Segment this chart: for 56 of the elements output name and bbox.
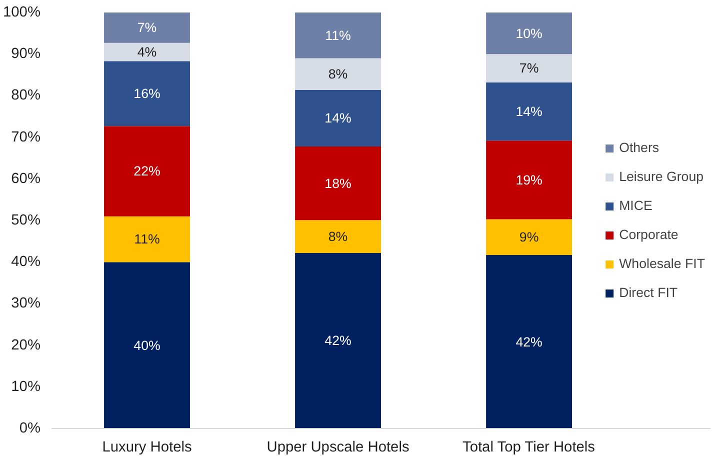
bar bbox=[486, 219, 572, 256]
data-label: 11% bbox=[134, 232, 160, 247]
data-label: 11% bbox=[325, 28, 352, 43]
bar bbox=[295, 58, 381, 90]
bar bbox=[486, 82, 572, 141]
bar bbox=[295, 252, 381, 428]
bar bbox=[486, 54, 572, 82]
data-label: 42% bbox=[516, 334, 543, 350]
x-tick-label: Luxury Hotels bbox=[102, 440, 192, 456]
y-tick-label: 90% bbox=[11, 46, 41, 62]
data-label: 10% bbox=[516, 26, 543, 41]
data-label: 9% bbox=[519, 230, 539, 245]
data-label: 16% bbox=[134, 86, 160, 102]
y-tick-label: 0% bbox=[19, 420, 41, 436]
bar bbox=[486, 12, 572, 54]
bar bbox=[486, 255, 572, 428]
bar bbox=[295, 220, 381, 253]
data-label: 4% bbox=[137, 44, 157, 60]
data-label: 42% bbox=[324, 333, 352, 348]
legend-label: Corporate bbox=[619, 227, 678, 242]
bar bbox=[104, 126, 190, 216]
data-label: 22% bbox=[134, 164, 160, 179]
legend-label: Wholesale FIT bbox=[619, 256, 705, 271]
bar bbox=[104, 12, 190, 43]
data-label: 7% bbox=[519, 60, 539, 76]
legend-label: Direct FIT bbox=[619, 285, 678, 300]
data-label: 14% bbox=[324, 110, 352, 126]
bar bbox=[295, 90, 381, 146]
x-tick-label: Upper Upscale Hotels bbox=[266, 440, 410, 456]
data-label: 40% bbox=[134, 338, 160, 353]
data-label: 19% bbox=[516, 172, 543, 188]
legend-label: Others bbox=[619, 140, 660, 155]
bar bbox=[104, 42, 190, 62]
y-tick-label: 70% bbox=[11, 129, 41, 146]
y-tick-label: 60% bbox=[11, 170, 41, 187]
data-label: 18% bbox=[324, 176, 352, 191]
y-tick-label: 40% bbox=[11, 254, 41, 270]
bar bbox=[104, 61, 190, 126]
data-label: 14% bbox=[516, 104, 543, 120]
bar bbox=[295, 146, 381, 220]
y-tick-label: 20% bbox=[11, 337, 41, 354]
data-label: 7% bbox=[137, 20, 157, 36]
y-tick-label: 100% bbox=[3, 4, 41, 20]
y-tick-label: 10% bbox=[11, 378, 41, 395]
data-label: 8% bbox=[328, 229, 348, 244]
y-tick-label: 80% bbox=[11, 88, 41, 104]
y-tick-label: 50% bbox=[11, 212, 41, 228]
bar bbox=[295, 12, 381, 58]
bar bbox=[486, 140, 572, 220]
legend-label: MICE bbox=[619, 198, 652, 213]
bar bbox=[104, 216, 190, 262]
bar bbox=[104, 262, 190, 428]
x-tick-label: Total Top Tier Hotels bbox=[462, 440, 596, 456]
data-label: 8% bbox=[328, 66, 348, 82]
y-tick-label: 30% bbox=[11, 296, 41, 312]
legend-label: Leisure Group bbox=[619, 169, 704, 184]
